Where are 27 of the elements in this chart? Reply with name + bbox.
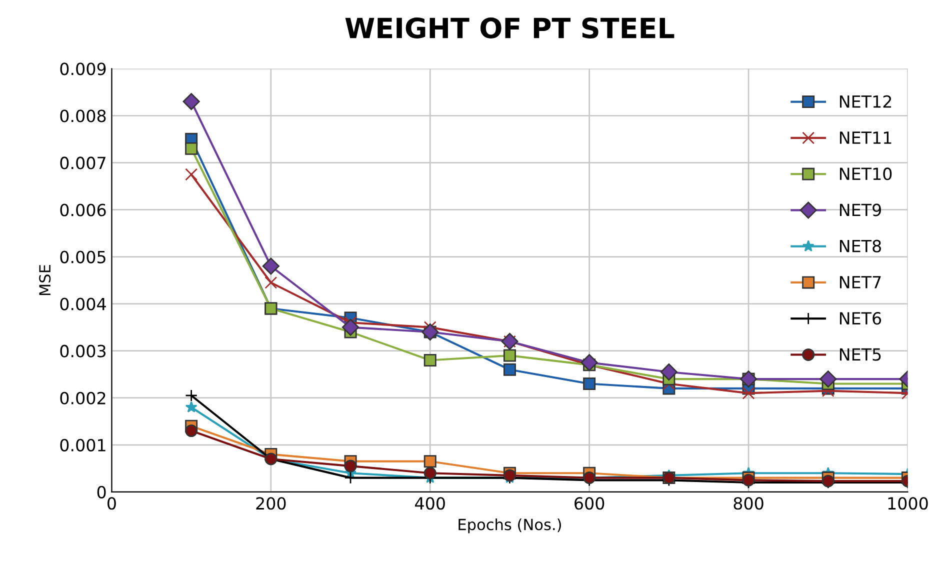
- y-tick-label: 0.001: [60, 438, 106, 452]
- x-axis-title: Epochs (Nos.): [458, 518, 561, 534]
- legend-label: NET7: [840, 276, 881, 288]
- legend-label: NET12: [840, 95, 892, 108]
- y-tick-label: 0.005: [60, 250, 106, 264]
- x-tick-label: 1000: [888, 497, 928, 510]
- x-tick-label: 0: [108, 497, 116, 510]
- legend-label: NET9: [840, 204, 881, 216]
- chart-title: WEIGHT OF PT STEEL: [345, 17, 674, 38]
- y-tick-label: 0.008: [60, 110, 106, 122]
- legend-label: NET8: [840, 240, 881, 252]
- legend-label: NET5: [840, 348, 881, 361]
- y-tick-label: 0.006: [60, 204, 106, 216]
- y-tick-label: 0: [97, 486, 106, 498]
- x-tick-label: 800: [734, 497, 764, 510]
- legend-label: NET10: [840, 168, 892, 180]
- x-tick-label: 400: [415, 497, 445, 510]
- y-tick-label: 0.007: [60, 156, 106, 170]
- y-axis-title: MSE: [39, 264, 51, 296]
- y-tick-label: 0.009: [60, 62, 106, 76]
- y-tick-label: 0.002: [60, 392, 106, 404]
- y-tick-label: 0.003: [60, 344, 106, 358]
- legend-label: NET6: [840, 312, 882, 325]
- y-tick-label: 0.004: [60, 298, 106, 310]
- legend-label: NET11: [840, 132, 892, 144]
- x-tick-label: 600: [574, 497, 604, 510]
- x-tick-label: 200: [256, 497, 286, 510]
